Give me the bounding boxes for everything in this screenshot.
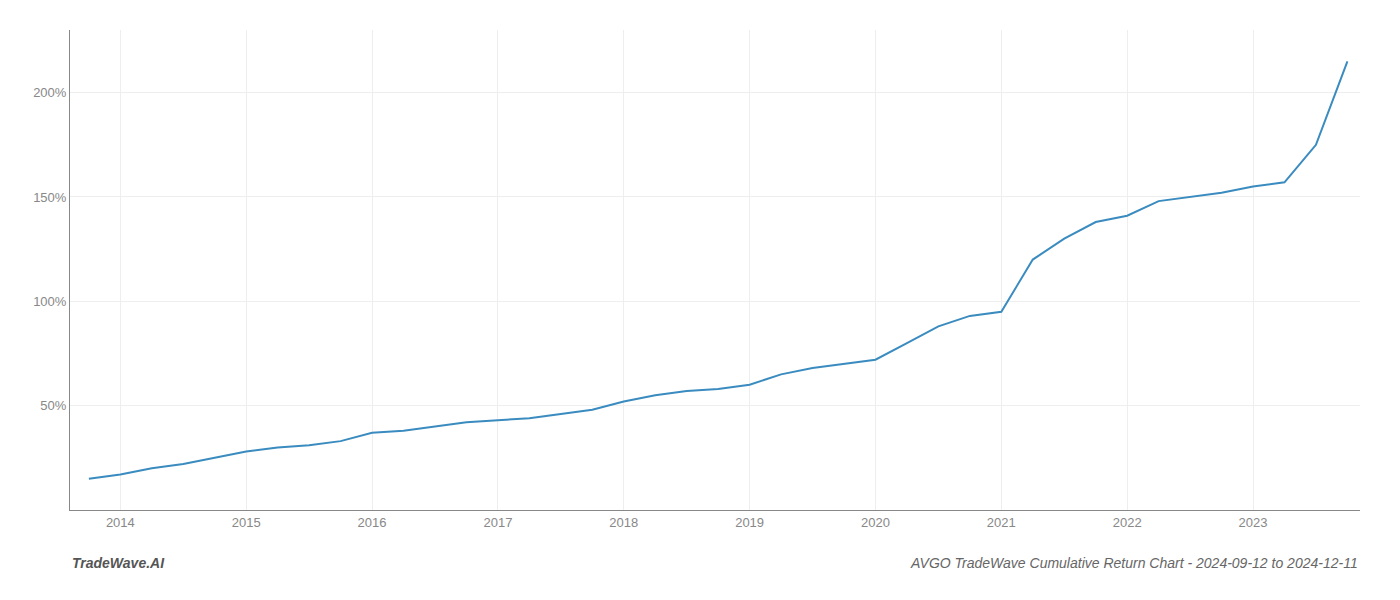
svg-text:2016: 2016 bbox=[358, 515, 387, 530]
svg-text:2017: 2017 bbox=[483, 515, 512, 530]
svg-text:TradeWave.AI: TradeWave.AI bbox=[72, 555, 165, 571]
svg-text:2018: 2018 bbox=[609, 515, 638, 530]
svg-text:2021: 2021 bbox=[987, 515, 1016, 530]
svg-text:2020: 2020 bbox=[861, 515, 890, 530]
svg-text:100%: 100% bbox=[33, 294, 67, 309]
svg-text:150%: 150% bbox=[33, 190, 67, 205]
svg-text:2022: 2022 bbox=[1113, 515, 1142, 530]
svg-text:50%: 50% bbox=[40, 398, 66, 413]
svg-text:200%: 200% bbox=[33, 85, 67, 100]
svg-text:2023: 2023 bbox=[1239, 515, 1268, 530]
svg-text:AVGO TradeWave Cumulative Retu: AVGO TradeWave Cumulative Return Chart -… bbox=[910, 555, 1358, 571]
svg-text:2015: 2015 bbox=[232, 515, 261, 530]
svg-text:2014: 2014 bbox=[106, 515, 135, 530]
svg-text:2019: 2019 bbox=[735, 515, 764, 530]
